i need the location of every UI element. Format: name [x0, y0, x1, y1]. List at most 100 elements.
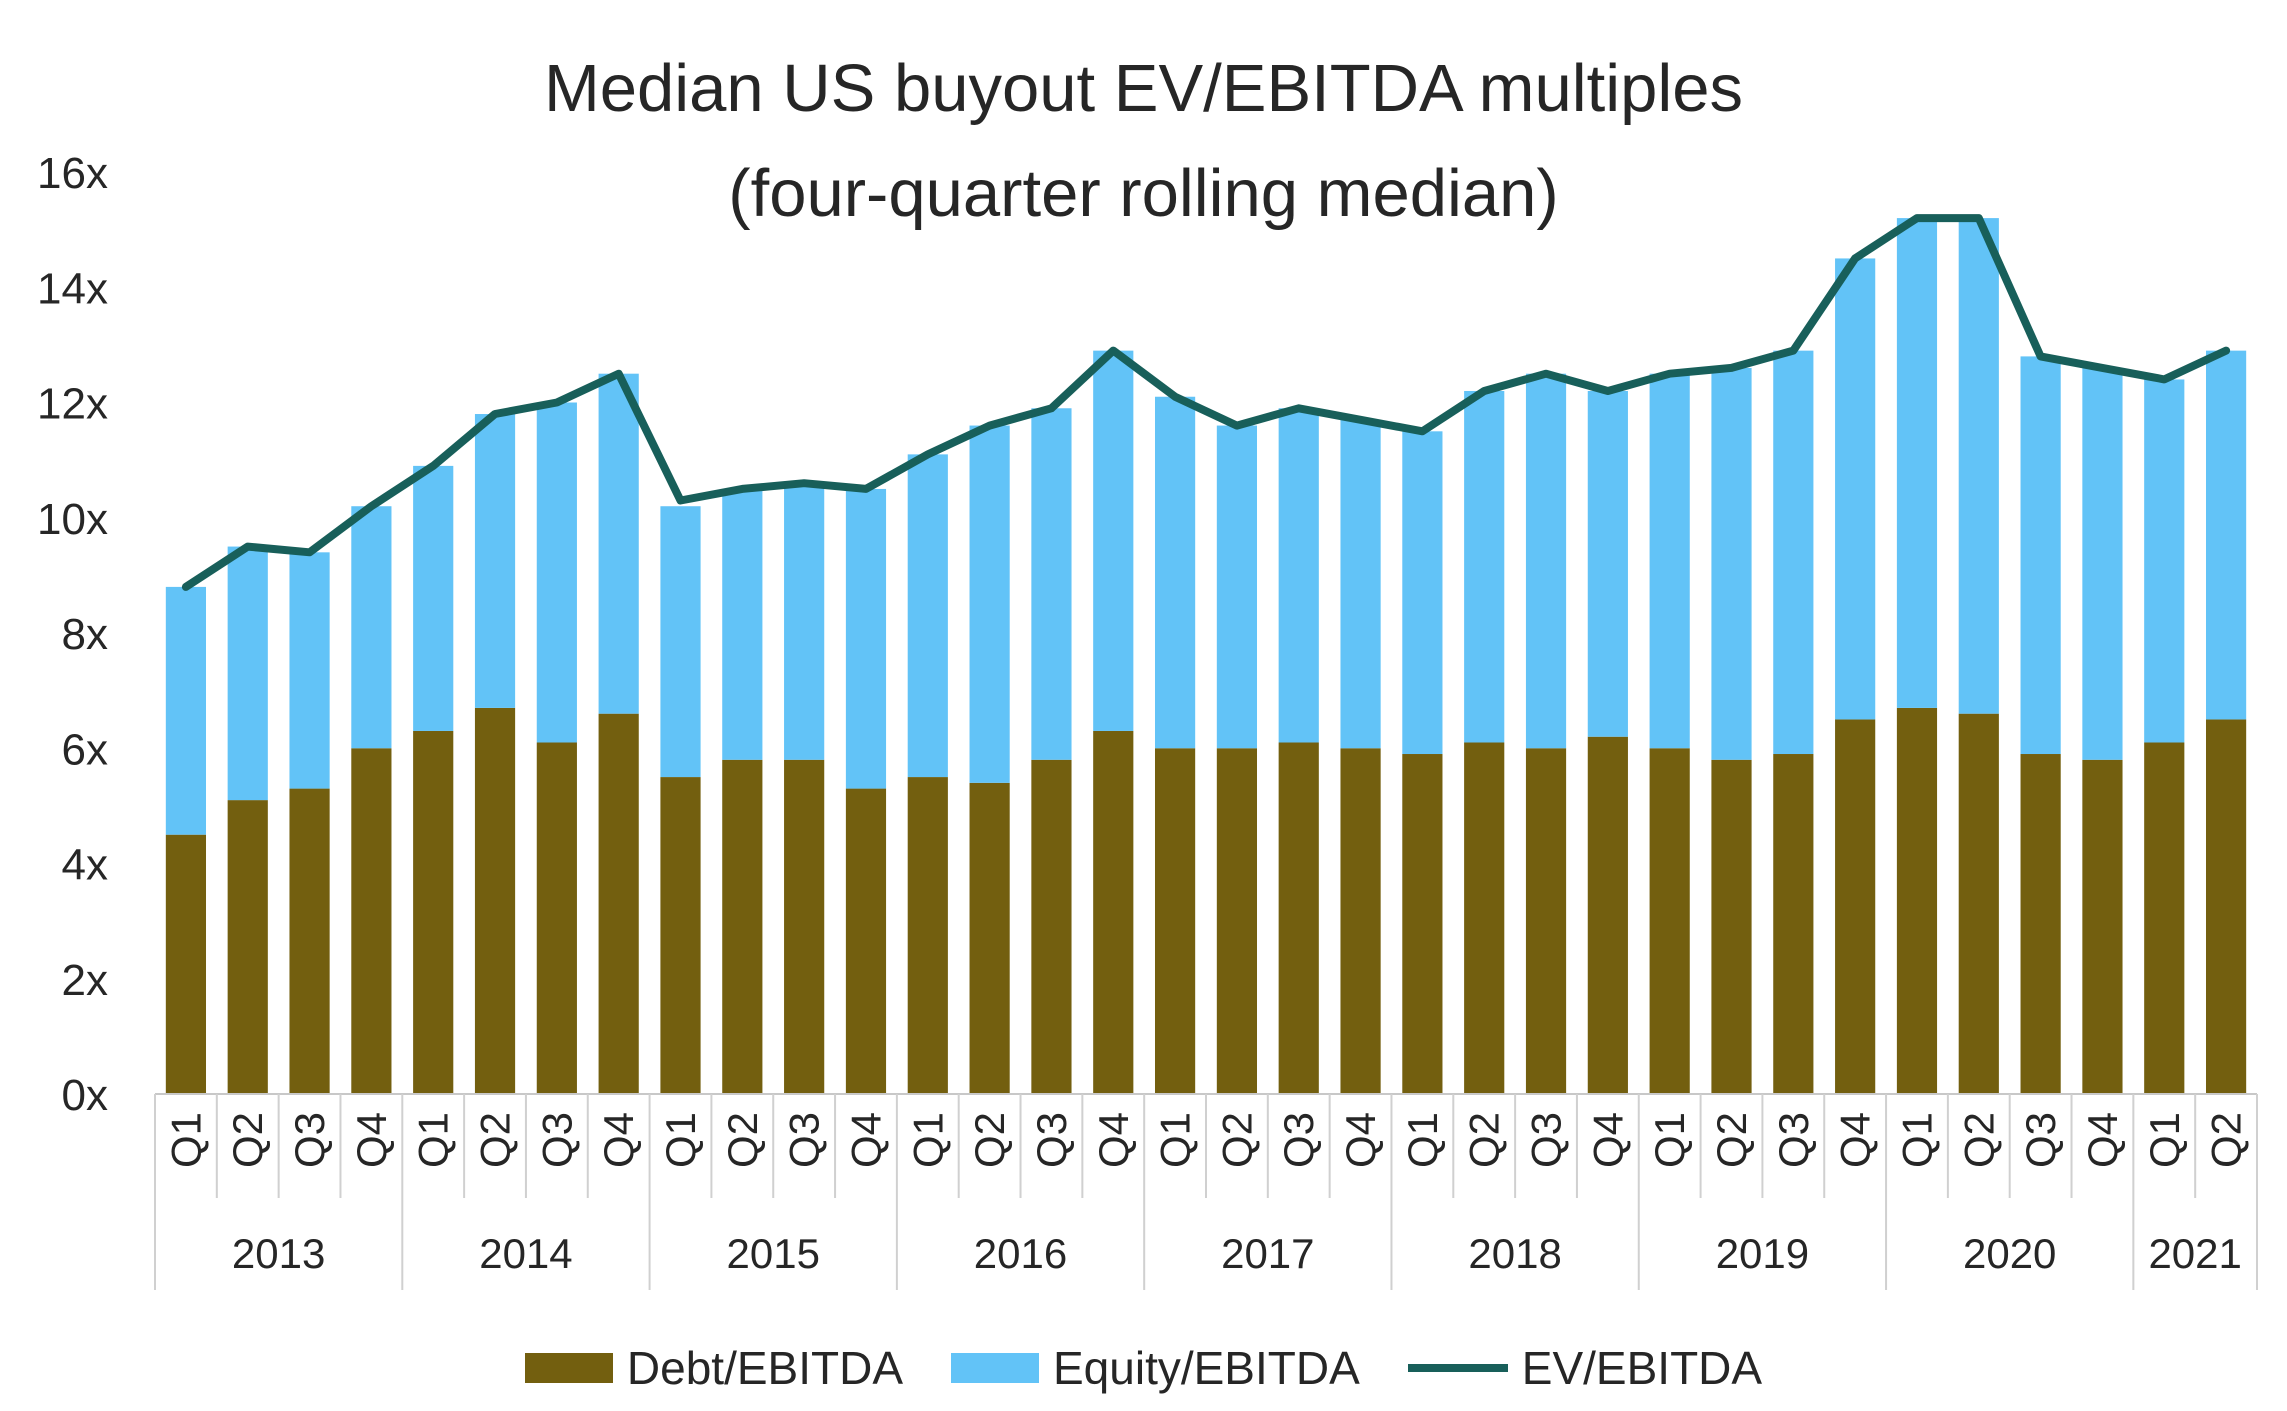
x-tick-label-quarter: Q1 — [1152, 1112, 1199, 1168]
bar-debt-16 — [1154, 748, 1196, 1094]
legend-item-equity: Equity/EBITDA — [951, 1341, 1360, 1395]
axes-layer — [154, 1093, 2258, 1290]
x-tick-label-year: 2013 — [232, 1230, 325, 1277]
y-tick-label: 6x — [62, 725, 108, 774]
bar-equity-15 — [1093, 350, 1134, 731]
bar-debt-10 — [784, 759, 825, 1094]
y-tick-label: 4x — [62, 841, 108, 890]
x-tick-label-quarter: Q2 — [224, 1112, 271, 1168]
bar-equity-30 — [2020, 356, 2061, 755]
x-tick-label-quarter: Q4 — [1832, 1112, 1879, 1168]
bar-equity-4 — [413, 465, 454, 731]
bar-debt-20 — [1402, 754, 1443, 1094]
x-tick-label-year: 2018 — [1468, 1230, 1561, 1277]
bar-equity-17 — [1216, 425, 1258, 749]
chart-title: Median US buyout EV/EBITDA multiples — [543, 51, 1744, 126]
x-tick-label-quarter: Q3 — [2017, 1112, 2064, 1168]
x-tick-label-quarter: Q3 — [1275, 1112, 1322, 1168]
bar-equity-26 — [1773, 350, 1814, 755]
y-tick-label: 8x — [62, 610, 108, 659]
bar-equity-31 — [2082, 367, 2123, 760]
bar-debt-13 — [969, 782, 1010, 1094]
x-tick-label-quarter: Q2 — [719, 1112, 766, 1168]
bar-debt-15 — [1093, 730, 1134, 1094]
legend-label-debt: Debt/EBITDA — [626, 1342, 903, 1394]
bar-debt-6 — [536, 742, 577, 1094]
bar-equity-6 — [536, 402, 577, 743]
bar-debt-2 — [289, 788, 330, 1094]
bar-equity-10 — [784, 483, 825, 760]
x-tick-label-quarter: Q2 — [1461, 1112, 1508, 1168]
bar-debt-17 — [1216, 748, 1258, 1094]
bar-equity-33 — [2205, 350, 2247, 720]
bar-equity-1 — [227, 546, 268, 801]
x-tick-label-quarter: Q2 — [1708, 1112, 1755, 1168]
bar-equity-18 — [1278, 408, 1319, 743]
x-tick-label-quarter: Q1 — [1399, 1112, 1446, 1168]
bar-debt-14 — [1031, 759, 1072, 1094]
bar-debt-27 — [1835, 719, 1876, 1094]
bar-equity-12 — [907, 454, 948, 778]
bar-equity-25 — [1711, 367, 1752, 760]
legend-swatch-debt — [524, 1353, 613, 1383]
bar-equity-16 — [1154, 396, 1196, 749]
bar-equity-24 — [1649, 373, 1690, 749]
bar-equity-28 — [1896, 218, 1938, 708]
bar-equity-14 — [1031, 408, 1072, 760]
x-tick-label-quarter: Q4 — [1584, 1112, 1631, 1168]
x-tick-label-year: 2019 — [1716, 1230, 1809, 1277]
x-tick-label-year: 2015 — [727, 1230, 820, 1277]
bar-debt-21 — [1464, 742, 1505, 1094]
x-tick-label-quarter: Q4 — [2079, 1112, 2126, 1168]
bar-equity-8 — [660, 506, 701, 778]
y-tick-label: 10x — [37, 495, 108, 544]
y-tick-label: 12x — [37, 380, 108, 429]
bar-equity-0 — [165, 586, 207, 835]
bars-layer — [165, 218, 2247, 1094]
legend-item-debt: Debt/EBITDA — [524, 1341, 903, 1395]
legend-swatch-equity — [951, 1353, 1039, 1383]
bar-equity-7 — [598, 373, 639, 714]
x-tick-label-quarter: Q4 — [595, 1112, 642, 1168]
bar-equity-27 — [1835, 258, 1876, 720]
bar-debt-22 — [1525, 748, 1567, 1094]
x-tick-label-quarter: Q2 — [472, 1112, 519, 1168]
bar-debt-4 — [413, 730, 454, 1094]
x-tick-label-quarter: Q3 — [1770, 1112, 1817, 1168]
x-tick-label-year: 2020 — [1963, 1230, 2056, 1277]
bar-equity-5 — [474, 414, 516, 708]
bar-equity-13 — [969, 425, 1010, 783]
x-tick-label-quarter: Q4 — [348, 1112, 395, 1168]
bar-equity-9 — [722, 488, 763, 760]
bar-debt-30 — [2020, 754, 2061, 1094]
bar-debt-7 — [598, 713, 639, 1094]
bar-debt-29 — [1958, 713, 1999, 1094]
bar-equity-20 — [1402, 431, 1443, 755]
bar-debt-31 — [2082, 759, 2123, 1094]
bar-debt-11 — [845, 788, 887, 1094]
x-tick-label-year: 2017 — [1221, 1230, 1314, 1277]
bar-debt-12 — [907, 777, 948, 1094]
bar-debt-32 — [2144, 742, 2185, 1094]
bar-equity-11 — [845, 488, 887, 789]
series-line-ev — [181, 214, 2231, 591]
x-tick-label-quarter: Q4 — [1337, 1112, 1384, 1168]
x-tick-label-quarter: Q1 — [657, 1112, 704, 1168]
x-tick-label-quarter: Q1 — [1893, 1112, 1940, 1168]
legend-item-ev: EV/EBITDA — [1407, 1341, 1762, 1395]
line-layer — [181, 214, 2231, 591]
bar-debt-24 — [1649, 748, 1690, 1094]
bar-equity-2 — [289, 552, 330, 789]
bar-debt-26 — [1773, 754, 1814, 1094]
y-tick-labels: 0x 2x 4x 6x 8x 10x 12x 14x 16x — [37, 149, 108, 1120]
x-tick-label-year: 2014 — [479, 1230, 572, 1277]
bar-equity-23 — [1587, 390, 1628, 737]
x-tick-label-quarter: Q1 — [904, 1112, 951, 1168]
x-tick-label-quarter: Q1 — [410, 1112, 457, 1168]
x-tick-label-year: 2021 — [2148, 1230, 2241, 1277]
x-tick-label-quarter: Q2 — [1213, 1112, 1260, 1168]
x-tick-label-quarter: Q3 — [1028, 1112, 1075, 1168]
x-tick-label-quarter: Q1 — [1646, 1112, 1693, 1168]
legend-swatch-ev — [1407, 1364, 1508, 1372]
